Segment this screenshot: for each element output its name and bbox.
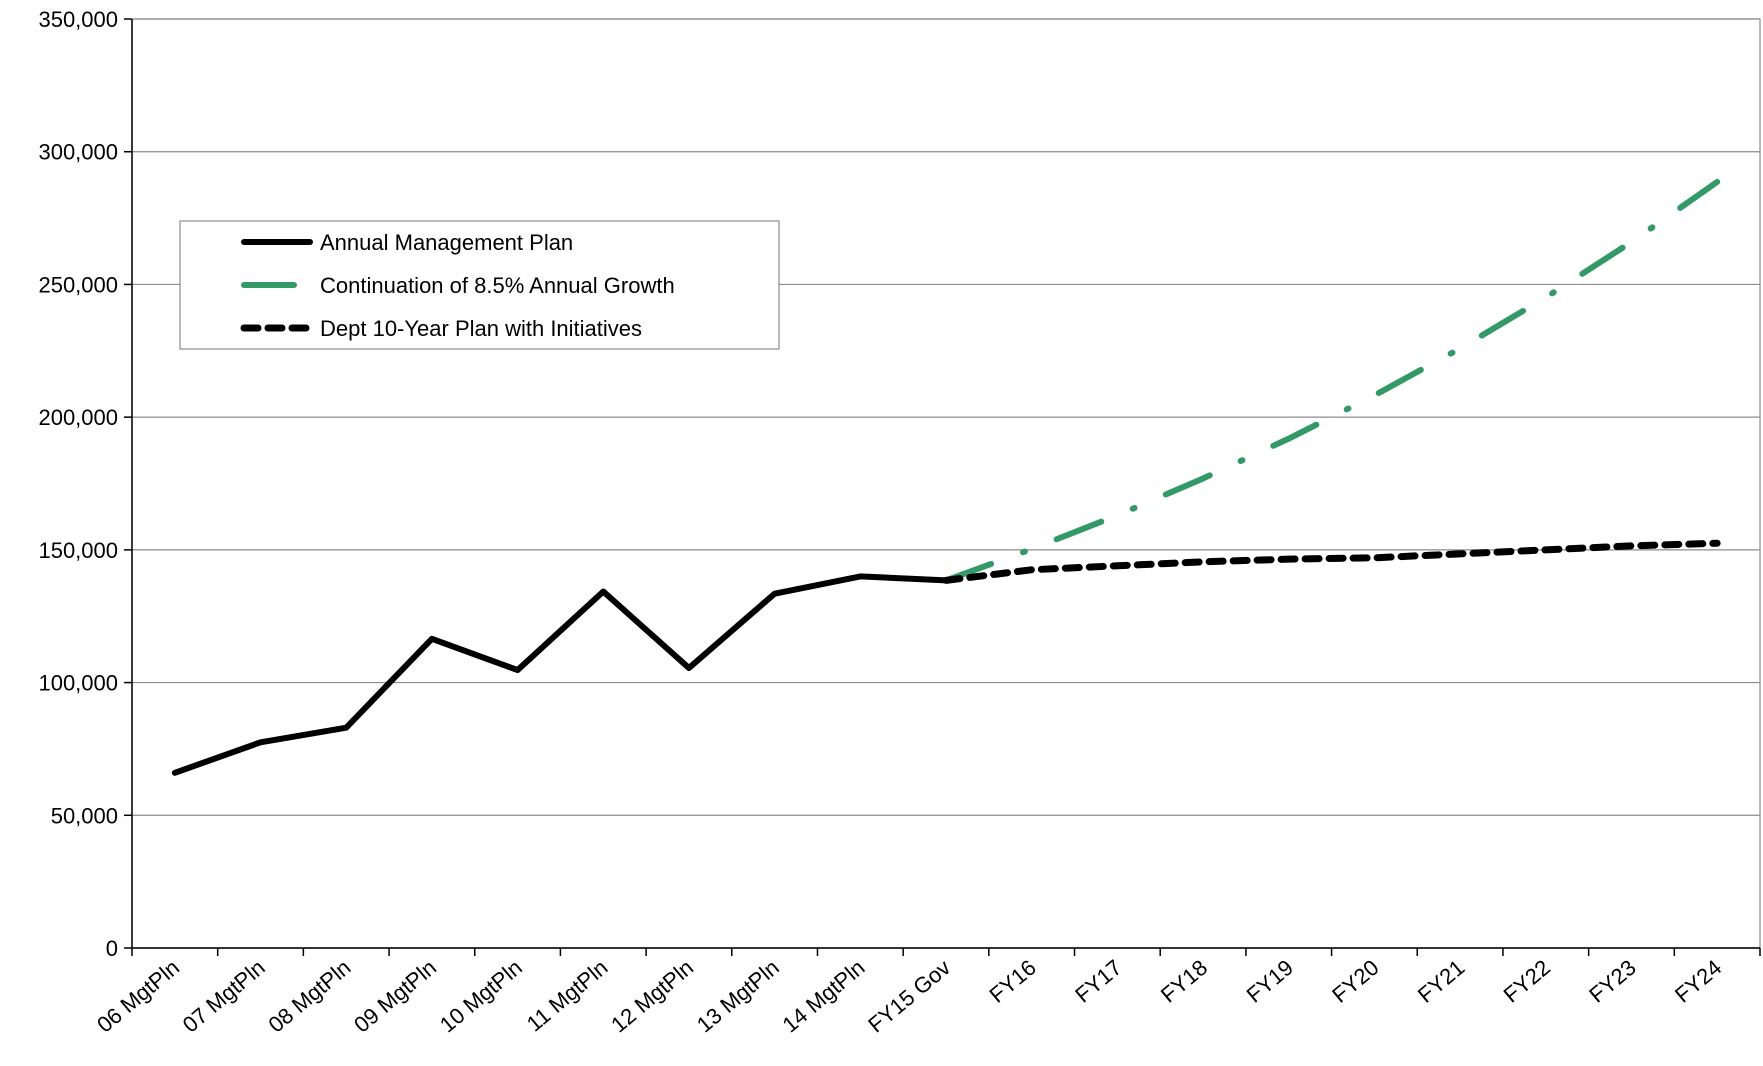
x-tick-label: FY17 (1070, 955, 1126, 1008)
line-series (942, 539, 1721, 584)
y-tick-label: 150,000 (38, 538, 118, 563)
y-tick-label: 100,000 (38, 671, 118, 696)
x-tick-label: 11 MgtPln (522, 955, 613, 1037)
x-tick-label: 13 MgtPln (692, 955, 784, 1038)
x-tick-label: FY18 (1156, 955, 1212, 1008)
x-tick-label: 06 MgtPln (92, 955, 184, 1038)
x-tick-label: FY23 (1584, 955, 1640, 1008)
x-tick-label: 14 MgtPln (778, 955, 870, 1038)
x-tick-label: FY19 (1242, 955, 1298, 1008)
x-tick-label: FY15 Gov (863, 955, 955, 1038)
line-series (943, 178, 1721, 584)
legend-label: Dept 10-Year Plan with Initiatives (320, 316, 642, 341)
x-tick-label: FY24 (1670, 955, 1726, 1008)
x-tick-label: FY21 (1413, 955, 1469, 1008)
x-tick-label: 09 MgtPln (349, 955, 441, 1038)
line-series (171, 573, 949, 776)
y-tick-label: 200,000 (38, 405, 118, 430)
y-tick-label: 50,000 (51, 803, 118, 828)
x-tick-label: 07 MgtPln (178, 955, 270, 1038)
x-tick-label: FY22 (1499, 955, 1555, 1008)
y-tick-label: 0 (106, 936, 118, 961)
x-tick-label: 08 MgtPln (263, 955, 355, 1038)
x-tick-label: FY20 (1327, 955, 1383, 1008)
x-tick-label: FY16 (985, 955, 1041, 1008)
y-tick-label: 350,000 (38, 7, 118, 32)
y-tick-label: 300,000 (38, 140, 118, 165)
legend-label: Continuation of 8.5% Annual Growth (320, 273, 675, 298)
plot-area (132, 19, 1760, 948)
x-tick-label: 10 MgtPln (435, 955, 527, 1038)
legend-label: Annual Management Plan (320, 230, 573, 255)
y-tick-label: 250,000 (38, 272, 118, 297)
x-tick-label: 12 MgtPln (606, 955, 698, 1038)
